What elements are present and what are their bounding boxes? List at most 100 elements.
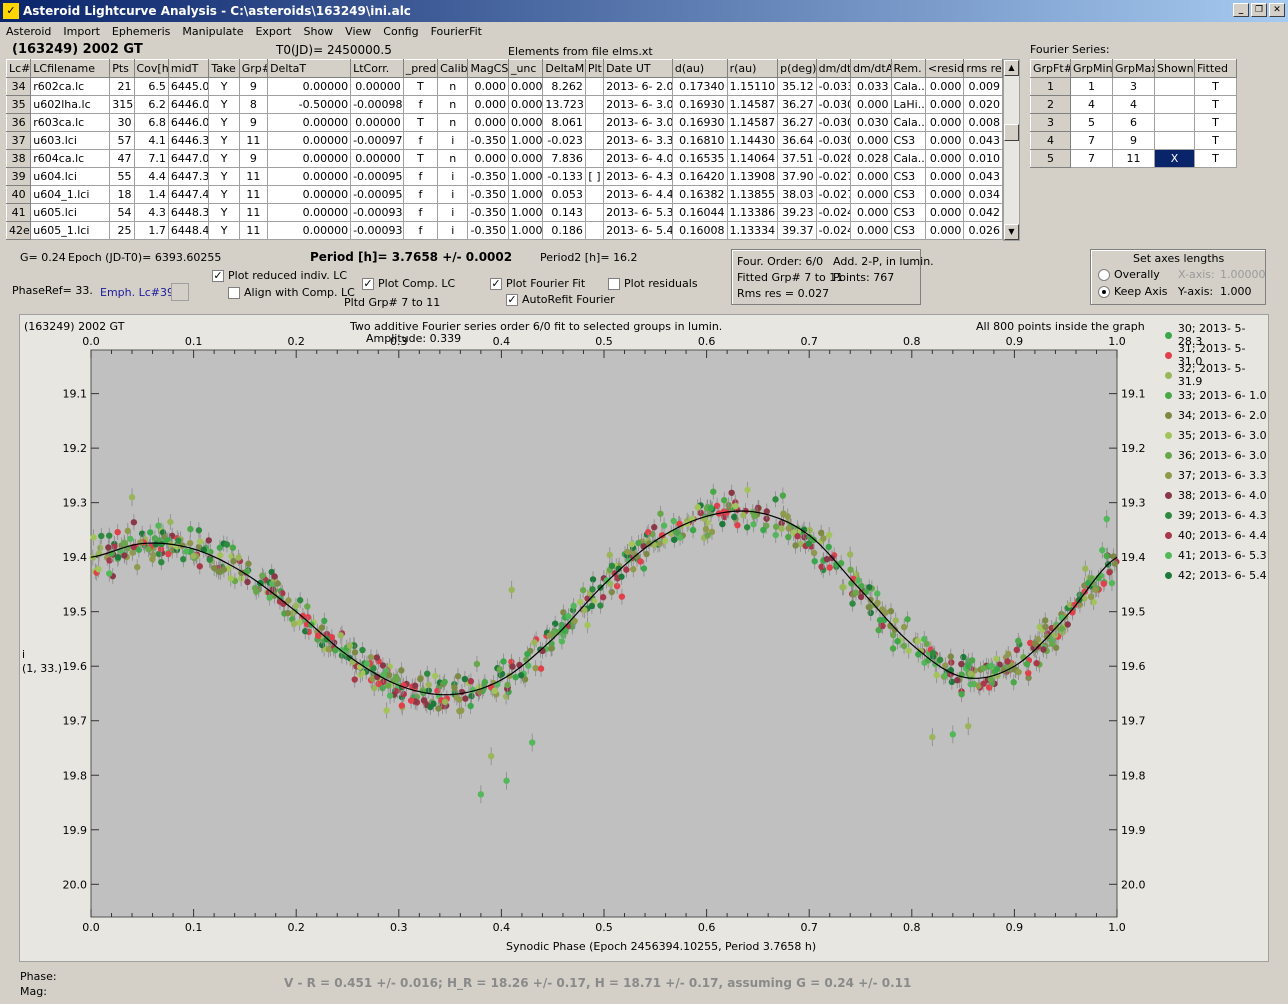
menu-fourierfit[interactable]: FourierFit bbox=[430, 24, 482, 38]
table-cell[interactable]: -0.00093 bbox=[350, 203, 404, 222]
menu-ephemeris[interactable]: Ephemeris bbox=[111, 24, 171, 38]
table-cell[interactable]: 0.042 bbox=[963, 203, 1003, 222]
table-cell[interactable]: 21 bbox=[109, 77, 135, 96]
table-cell[interactable]: 0.000 bbox=[850, 131, 892, 150]
column-header[interactable]: Pts bbox=[109, 59, 135, 78]
table-cell[interactable]: n bbox=[437, 77, 469, 96]
table-cell[interactable]: 36.27 bbox=[777, 95, 817, 114]
close-button[interactable]: ✕ bbox=[1269, 3, 1285, 17]
table-cell[interactable]: 1.000 bbox=[507, 203, 544, 222]
legend-item[interactable]: 41; 2013- 6- 5.3 bbox=[1165, 545, 1268, 565]
table-cell[interactable]: 0.008 bbox=[963, 113, 1003, 132]
table-cell[interactable]: 0.000 bbox=[850, 221, 892, 240]
table-cell[interactable]: LaHi... bbox=[890, 95, 926, 114]
table-cell[interactable]: i bbox=[437, 221, 469, 240]
row-header[interactable]: 35 bbox=[5, 95, 32, 114]
table-cell[interactable]: 37.51 bbox=[777, 149, 817, 168]
column-header[interactable]: _unc bbox=[507, 59, 544, 78]
table-cell[interactable]: 1.14587 bbox=[726, 95, 779, 114]
legend-item[interactable]: 40; 2013- 6- 4.4 bbox=[1165, 525, 1268, 545]
table-cell[interactable]: 6.2 bbox=[133, 95, 169, 114]
x-axis-value[interactable]: 1.00000 bbox=[1220, 268, 1266, 281]
table-cell[interactable]: Cala... bbox=[890, 149, 926, 168]
table-cell[interactable]: 6448.3 bbox=[167, 203, 210, 222]
table-cell[interactable]: f bbox=[402, 95, 439, 114]
menu-asteroid[interactable]: Asteroid bbox=[6, 24, 52, 38]
table-cell[interactable]: r604ca.lc bbox=[30, 149, 111, 168]
table-cell[interactable]: 5 bbox=[1070, 113, 1113, 132]
table-cell[interactable]: 0.000 bbox=[507, 149, 544, 168]
table-cell[interactable] bbox=[584, 203, 605, 222]
table-cell[interactable]: 6446.0 bbox=[167, 113, 210, 132]
table-cell[interactable]: -0.024 bbox=[815, 203, 852, 222]
table-cell[interactable]: 6446.0 bbox=[167, 95, 210, 114]
table-cell[interactable]: u603.lci bbox=[30, 131, 111, 150]
table-cell[interactable]: 0.143 bbox=[542, 203, 586, 222]
table-cell[interactable]: 0.000 bbox=[850, 95, 892, 114]
column-header[interactable]: GrpMax bbox=[1112, 59, 1155, 78]
table-cell[interactable]: 2013- 6- 3.0 bbox=[603, 113, 673, 132]
table-row[interactable]: 42e u605_1.lci 25 1.7 6448.4 Y 11 0.00000 -0.000… bbox=[5, 221, 1003, 240]
table-cell[interactable]: 47 bbox=[109, 149, 135, 168]
table-cell[interactable]: Y bbox=[208, 221, 240, 240]
table-cell[interactable]: 1.000 bbox=[507, 131, 544, 150]
table-cell[interactable]: 0.020 bbox=[963, 95, 1003, 114]
column-header[interactable]: Date UT bbox=[603, 59, 673, 78]
table-cell[interactable]: 1.7 bbox=[133, 221, 169, 240]
column-header[interactable]: DeltaM bbox=[542, 59, 586, 78]
table-cell[interactable]: 1.000 bbox=[507, 221, 544, 240]
table-cell[interactable]: T bbox=[402, 77, 439, 96]
table-cell[interactable]: n bbox=[437, 95, 469, 114]
row-header[interactable]: 1 bbox=[1030, 77, 1071, 96]
table-cell[interactable]: 35.12 bbox=[777, 77, 817, 96]
table-cell[interactable]: 2013- 6- 5.4 bbox=[603, 221, 673, 240]
table-cell[interactable]: 0.009 bbox=[963, 77, 1003, 96]
table-cell[interactable]: r602ca.lc bbox=[30, 77, 111, 96]
keep-axis-radio[interactable]: Keep Axis bbox=[1098, 285, 1168, 298]
table-cell[interactable]: -0.028 bbox=[815, 149, 852, 168]
table-cell[interactable]: -0.350 bbox=[467, 221, 509, 240]
table-cell[interactable]: 57 bbox=[109, 131, 135, 150]
table-cell[interactable]: 0.000 bbox=[467, 113, 509, 132]
column-header[interactable]: LtCorr. bbox=[350, 59, 404, 78]
table-cell[interactable]: [ ] bbox=[584, 167, 605, 186]
table-cell[interactable]: 0.00000 bbox=[267, 167, 352, 186]
table-cell[interactable]: 0.00000 bbox=[350, 113, 404, 132]
table-cell[interactable]: 38.03 bbox=[777, 185, 817, 204]
table-cell[interactable]: T bbox=[1194, 95, 1237, 114]
menu-config[interactable]: Config bbox=[383, 24, 419, 38]
table-cell[interactable] bbox=[1154, 77, 1195, 96]
table-cell[interactable]: 0.16008 bbox=[671, 221, 728, 240]
table-cell[interactable]: Y bbox=[208, 131, 240, 150]
table-cell[interactable]: 0.000 bbox=[467, 77, 509, 96]
column-header[interactable]: GrpFt# bbox=[1030, 59, 1071, 78]
table-cell[interactable]: 9 bbox=[238, 113, 269, 132]
column-header[interactable]: d(au) bbox=[671, 59, 728, 78]
table-cell[interactable]: 7.1 bbox=[133, 149, 169, 168]
table-cell[interactable]: CS3 bbox=[890, 203, 926, 222]
table-cell[interactable]: 30 bbox=[109, 113, 135, 132]
scroll-thumb[interactable] bbox=[1004, 124, 1019, 141]
table-cell[interactable]: 0.028 bbox=[850, 149, 892, 168]
table-cell[interactable]: 0.00000 bbox=[267, 149, 352, 168]
row-header[interactable]: 37 bbox=[5, 131, 32, 150]
table-cell[interactable]: 1.4 bbox=[133, 185, 169, 204]
table-cell[interactable]: i bbox=[437, 167, 469, 186]
table-cell[interactable]: 0.026 bbox=[963, 221, 1003, 240]
table-cell[interactable]: 0.010 bbox=[963, 149, 1003, 168]
table-cell[interactable]: 4.3 bbox=[133, 203, 169, 222]
row-header[interactable]: 34 bbox=[5, 77, 32, 96]
table-cell[interactable]: 0.00000 bbox=[267, 113, 352, 132]
row-header[interactable]: 42e bbox=[5, 221, 32, 240]
table-cell[interactable]: 0.000 bbox=[467, 95, 509, 114]
table-cell[interactable]: 0.000 bbox=[924, 221, 965, 240]
table-cell[interactable]: 0.000 bbox=[924, 113, 965, 132]
table-cell[interactable]: 0.16930 bbox=[671, 95, 728, 114]
table-cell[interactable]: 0.000 bbox=[924, 95, 965, 114]
table-cell[interactable]: Y bbox=[208, 95, 240, 114]
table-cell[interactable]: 4 bbox=[1070, 95, 1113, 114]
table-cell[interactable]: 11 bbox=[238, 167, 269, 186]
table-scrollbar[interactable]: ▲ ▼ bbox=[1003, 59, 1020, 241]
table-cell[interactable]: 7.836 bbox=[542, 149, 586, 168]
table-cell[interactable]: f bbox=[402, 167, 439, 186]
